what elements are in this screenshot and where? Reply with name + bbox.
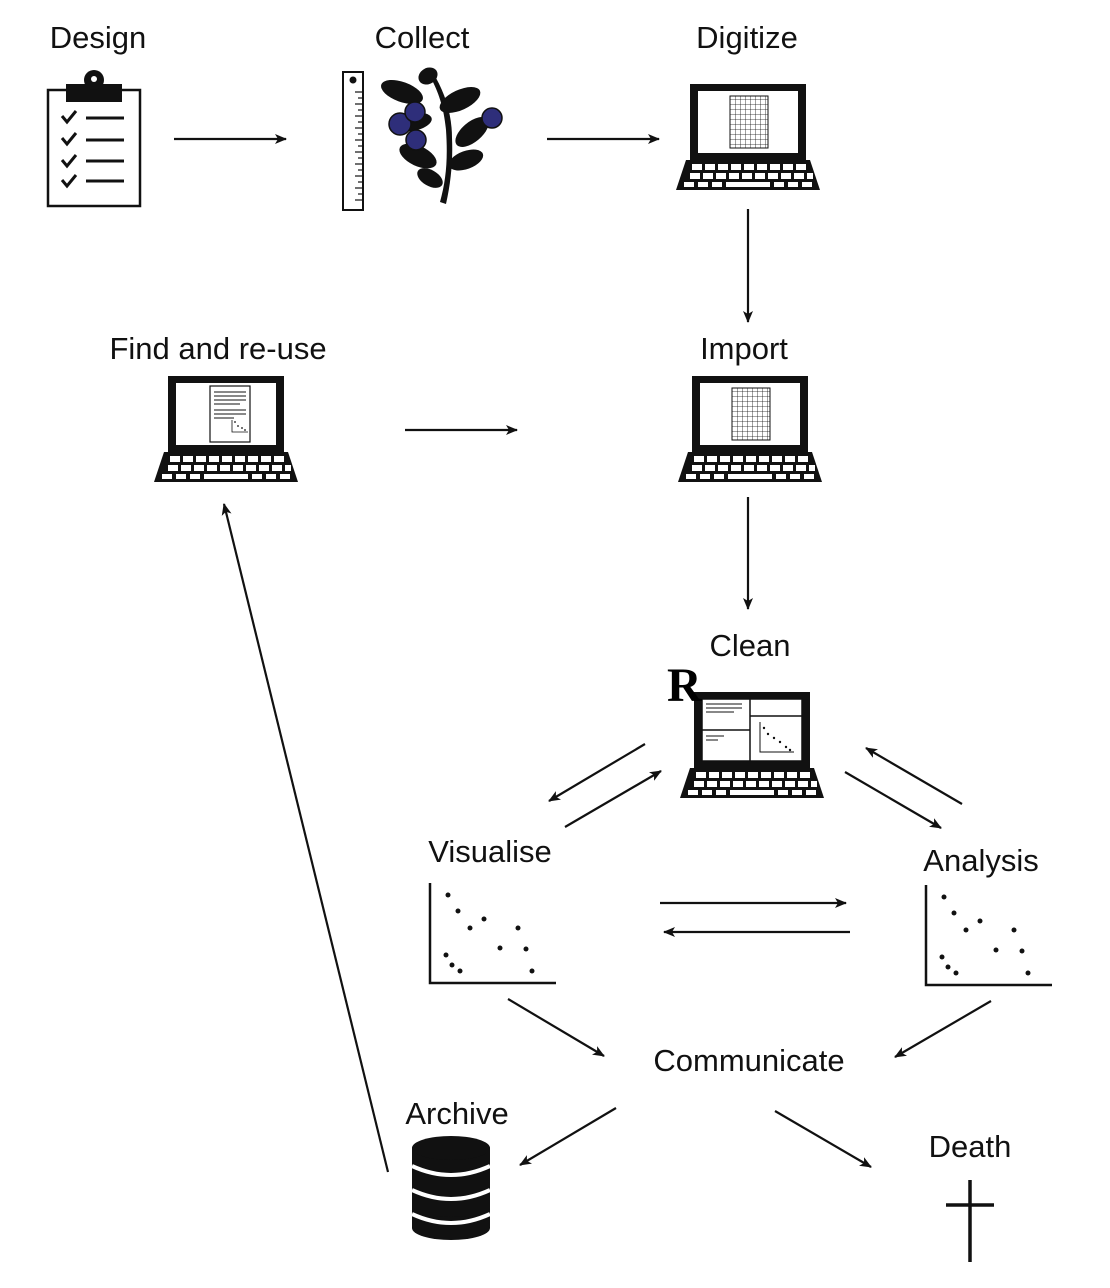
scatter-plot-icon (924, 883, 1054, 987)
node-label-find-reuse: Find and re-use (109, 331, 327, 366)
laptop-grid-icon (678, 376, 822, 482)
arrow-clean-analysis (844, 771, 942, 829)
laptop-grid-icon (676, 84, 820, 190)
node-label-analysis: Analysis (923, 843, 1039, 878)
node-label-clean: Clean (709, 628, 791, 663)
node-label-archive: Archive (405, 1096, 509, 1131)
node-label-import: Import (700, 331, 788, 366)
arrow-archive-findreuse (221, 503, 390, 1173)
arrow-clean-visualise (548, 743, 646, 802)
node-label-collect: Collect (374, 20, 470, 55)
cross-icon (946, 1180, 994, 1262)
r-logo: R (667, 659, 702, 712)
node-label-digitize: Digitize (696, 20, 798, 55)
node-label-visualise: Visualise (428, 834, 552, 869)
arrow-communicate-death (774, 1110, 872, 1168)
scatter-plot-icon (428, 881, 558, 985)
laptop-r-icon (680, 692, 824, 798)
arrow-visualise-communicate (507, 998, 605, 1057)
clipboard-icon (46, 70, 142, 208)
laptop-document-icon (154, 376, 298, 482)
arrow-analysis-communicate (894, 1000, 992, 1058)
node-label-design: Design (49, 20, 147, 55)
database-icon (411, 1136, 491, 1240)
node-label-death: Death (928, 1129, 1012, 1164)
node-label-communicate: Communicate (653, 1043, 845, 1078)
arrow-communicate-archive (519, 1107, 617, 1166)
arrow-visualise-clean (564, 770, 662, 828)
plant-specimen-icon (342, 67, 503, 211)
arrow-analysis-clean (865, 747, 963, 805)
